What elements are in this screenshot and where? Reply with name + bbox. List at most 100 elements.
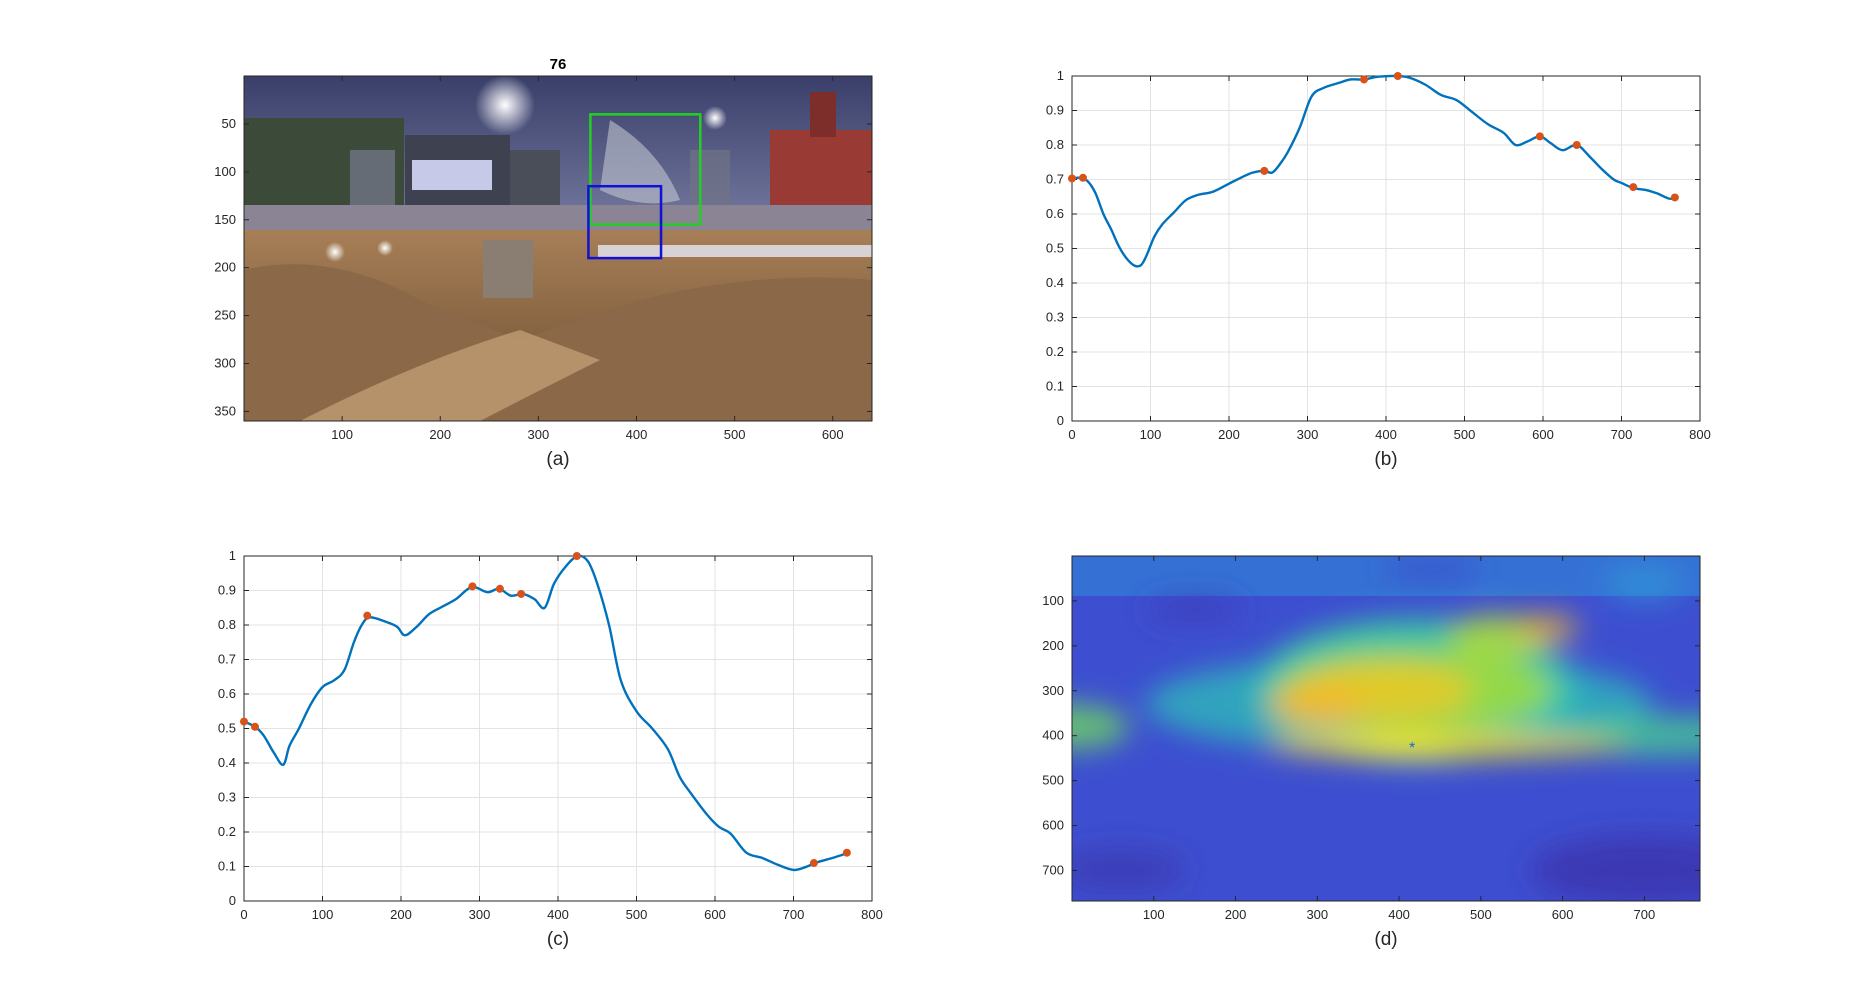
y-tick-label: 300 — [1042, 683, 1064, 698]
panel-b-series-line — [1071, 74, 1675, 268]
y-tick-label: 0.8 — [1046, 137, 1064, 152]
peak-marker — [572, 552, 581, 560]
panel-c-series-line — [243, 554, 848, 872]
y-tick-label: 0.7 — [1046, 172, 1064, 187]
x-tick-label: 700 — [1611, 427, 1633, 442]
blue-tracking-box — [587, 184, 663, 260]
x-tick-label: 300 — [1297, 427, 1319, 442]
panel-d-caption: (d) — [1374, 929, 1397, 950]
x-tick-label: 200 — [429, 427, 451, 442]
x-tick-label: 500 — [1470, 907, 1492, 922]
x-tick-label: 200 — [1225, 907, 1247, 922]
peak-marker — [250, 722, 259, 731]
x-tick-label: 400 — [1375, 427, 1397, 442]
y-tick-label: 100 — [214, 164, 236, 179]
panel-a-caption: (a) — [546, 449, 569, 470]
peak-marker — [517, 589, 526, 598]
x-tick-label: 400 — [547, 907, 569, 922]
x-tick-label: 700 — [1634, 907, 1656, 922]
peak-marker — [495, 584, 504, 593]
heat-blob — [1529, 834, 1700, 901]
y-tick-label: 0.4 — [218, 755, 236, 770]
panel-b-line-chart: 0 100 200 300 400 500 600 700 800 0 0.1 0.2 0.3 0.4 0.… — [1046, 68, 1711, 470]
y-tick-label: 150 — [214, 212, 236, 227]
x-tick-label: 800 — [861, 907, 883, 922]
panel-b-caption: (b) — [1374, 449, 1397, 470]
panel-a-frame-title: 76 — [550, 56, 567, 73]
panel-c-line-chart: 0 100 200 300 400 500 600 700 800 0 0.1 0.2 0.3 0.4 0.… — [218, 548, 883, 950]
heat-blob — [1513, 614, 1579, 642]
y-tick-label: 0.3 — [1046, 310, 1064, 325]
y-tick-label: 0 — [229, 893, 236, 908]
x-tick-label: 600 — [1532, 427, 1554, 442]
x-tick-label: 300 — [1306, 907, 1328, 922]
green-tracking-box — [589, 113, 702, 226]
x-tick-label: 200 — [390, 907, 412, 922]
y-tick-label: 0.1 — [1046, 379, 1064, 394]
x-tick-label: 600 — [1552, 907, 1574, 922]
y-tick-label: 1 — [229, 548, 236, 563]
y-tick-label: 0.9 — [1046, 103, 1064, 118]
y-tick-label: 0.8 — [218, 617, 236, 632]
y-tick-label: 1 — [1057, 68, 1064, 83]
panel-c-grid — [243, 555, 873, 902]
x-tick-label: 100 — [1140, 427, 1162, 442]
panel-d-axes-box — [1071, 555, 1701, 902]
x-tick-label: 500 — [626, 907, 648, 922]
x-tick-label: 100 — [331, 427, 353, 442]
heat-blob — [1072, 847, 1187, 893]
panel-a-ticks: 100 200 300 400 500 600 50 100 150 200 250 300 350 — [214, 76, 872, 442]
peak-marker — [1078, 173, 1087, 182]
panel-d-heatmap: 100 200 300 400 500 600 700 100 200 300 400 500 600 7… — [1042, 555, 1701, 950]
heat-blob — [1431, 734, 1629, 755]
y-tick-label: 400 — [1042, 728, 1064, 743]
y-tick-label: 0 — [1057, 413, 1064, 428]
x-tick-label: 0 — [240, 907, 247, 922]
x-tick-label: 100 — [1143, 907, 1165, 922]
y-tick-label: 0.5 — [1046, 241, 1064, 256]
peak-marker — [363, 611, 372, 620]
peak-marker — [468, 582, 477, 591]
y-tick-label: 300 — [214, 356, 236, 371]
heat-blob — [1382, 558, 1481, 581]
y-tick-label: 0.5 — [218, 721, 236, 736]
peak-marker — [1360, 75, 1369, 84]
heat-blob — [1603, 564, 1686, 601]
panel-d-ticks: 100 200 300 400 500 600 700 100 200 300 400 500 600 7… — [1042, 556, 1700, 922]
y-tick-label: 200 — [1042, 638, 1064, 653]
x-tick-label: 800 — [1689, 427, 1711, 442]
x-tick-label: 400 — [626, 427, 648, 442]
peak-marker — [1629, 183, 1638, 192]
x-tick-label: 400 — [1388, 907, 1410, 922]
x-tick-label: 600 — [822, 427, 844, 442]
panel-c-peak-markers — [240, 552, 851, 868]
y-tick-label: 0.2 — [1046, 344, 1064, 359]
y-tick-label: 0.2 — [218, 824, 236, 839]
x-tick-label: 300 — [528, 427, 550, 442]
panel-c-ticks: 0 100 200 300 400 500 600 700 800 0 0.1 0.2 0.3 0.4 0.… — [218, 548, 883, 922]
panel-b-grid — [1071, 75, 1701, 422]
heatmap-blobs — [1072, 558, 1700, 901]
x-tick-label: 0 — [1068, 427, 1075, 442]
frame-photo — [244, 76, 872, 421]
x-tick-label: 700 — [783, 907, 805, 922]
peak-marker — [1260, 166, 1269, 175]
peak-marker — [1572, 141, 1581, 149]
panel-a-axes-box — [243, 75, 873, 422]
x-tick-label: 500 — [1454, 427, 1476, 442]
y-tick-label: 50 — [222, 116, 236, 131]
peak-marker — [240, 717, 248, 726]
peak-marker — [1670, 193, 1679, 202]
x-tick-label: 100 — [312, 907, 334, 922]
y-tick-label: 0.3 — [218, 790, 236, 805]
tracking-boxes — [587, 113, 702, 260]
y-tick-label: 600 — [1042, 818, 1064, 833]
heatmap-max-marker: * — [1409, 740, 1415, 757]
y-tick-label: 0.4 — [1046, 275, 1064, 290]
y-tick-label: 0.7 — [218, 652, 236, 667]
y-tick-label: 700 — [1042, 862, 1064, 877]
heat-blob — [1145, 596, 1244, 624]
panel-b-ticks: 0 100 200 300 400 500 600 700 800 0 0.1 0.2 0.3 0.4 0.… — [1046, 68, 1711, 442]
